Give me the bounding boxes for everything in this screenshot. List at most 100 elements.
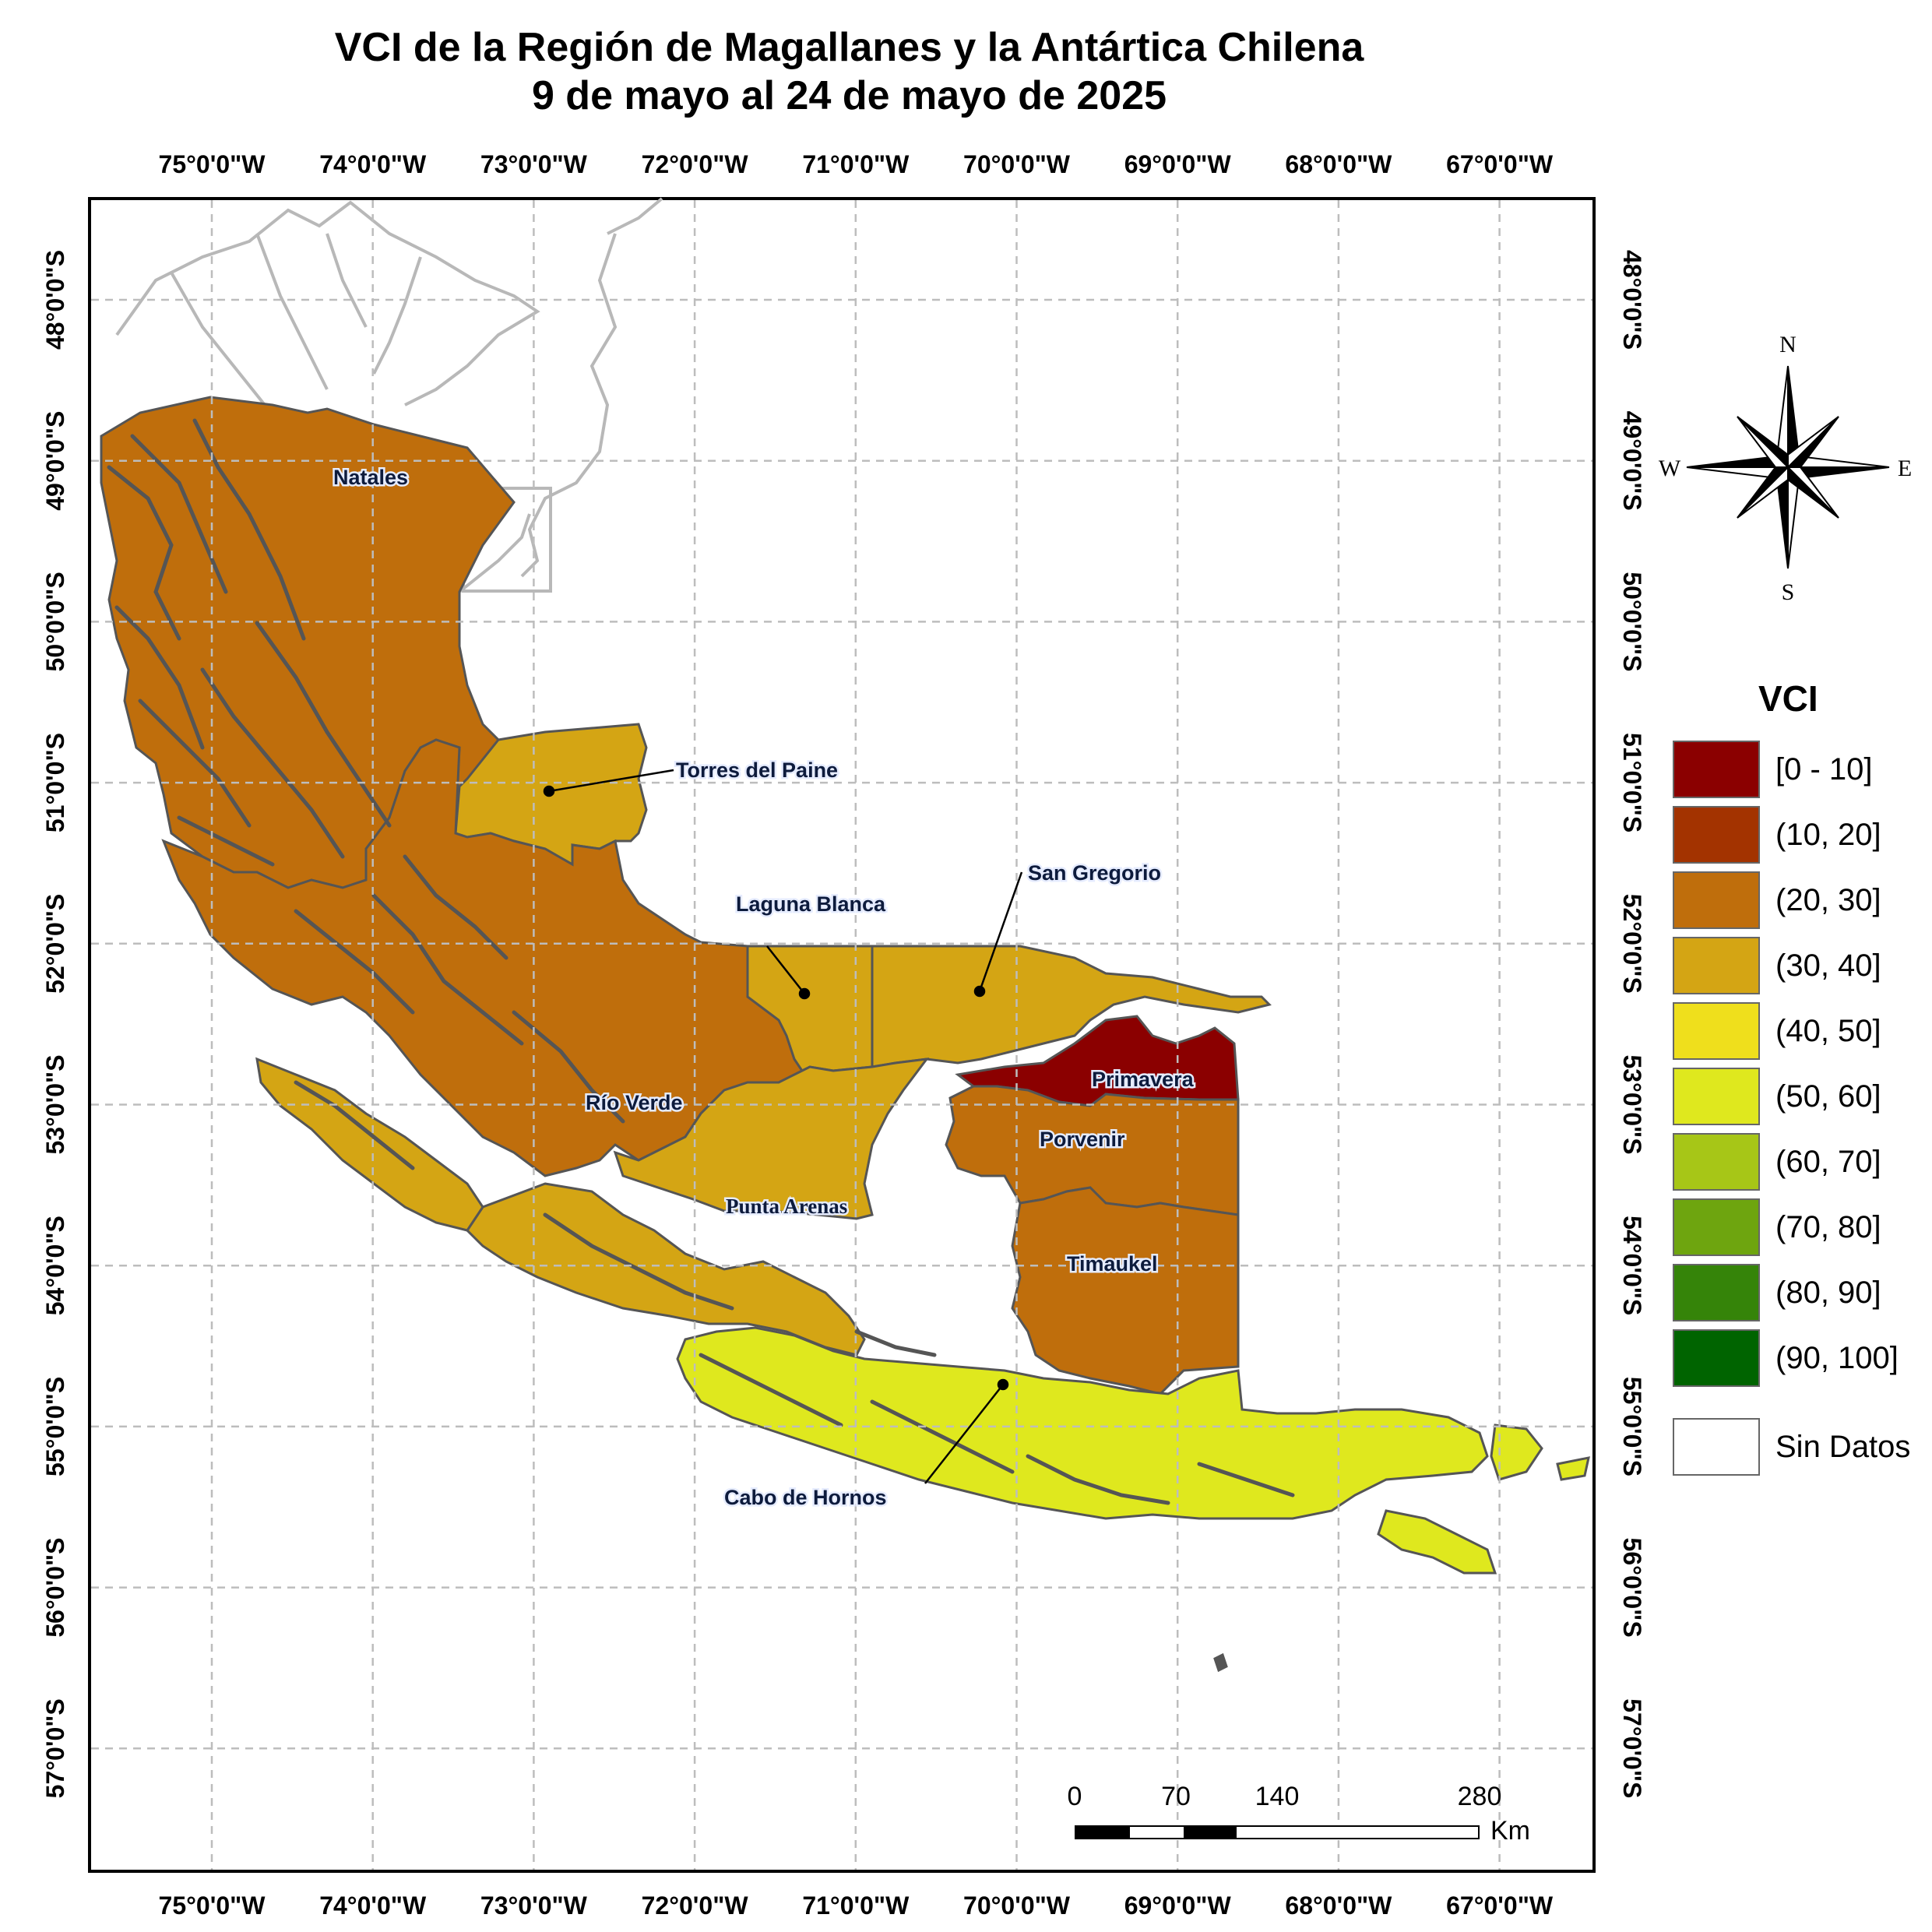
- label-san-gregorio: San Gregorio: [1028, 861, 1161, 885]
- latitude-label: 53°0'0"S: [1618, 1054, 1646, 1154]
- latitude-label: 52°0'0"S: [1618, 894, 1646, 994]
- title-line-2: 9 de mayo al 24 de mayo de 2025: [531, 73, 1167, 118]
- legend-item: (40, 50]: [1673, 998, 1930, 1064]
- region-punta-arenas: [613, 1057, 930, 1220]
- longitude-label: 68°0'0"W: [1285, 150, 1392, 178]
- latitude-label: 52°0'0"S: [41, 894, 69, 994]
- longitude-label: 72°0'0"W: [642, 150, 749, 178]
- legend-item: (50, 60]: [1673, 1064, 1930, 1129]
- latitude-label: 51°0'0"S: [1618, 733, 1646, 832]
- longitude-label: 71°0'0"W: [802, 1892, 910, 1920]
- legend-label-nodata: Sin Datos: [1775, 1429, 1911, 1464]
- label-laguna-blanca: Laguna Blanca: [736, 892, 886, 916]
- scale-bar: 0 70 140 280 Km: [1067, 1782, 1565, 1846]
- legend-label: (40, 50]: [1775, 1013, 1881, 1048]
- latitude-label: 50°0'0"S: [1618, 572, 1646, 671]
- legend-swatch: [1673, 1068, 1760, 1125]
- label-cabo-de-hornos: Cabo de Hornos: [724, 1486, 887, 1509]
- title-line-1: VCI de la Región de Magallanes y la Antá…: [334, 25, 1364, 70]
- legend-item: (20, 30]: [1673, 867, 1930, 933]
- legend-swatch: [1673, 806, 1760, 864]
- legend-item: [0 - 10]: [1673, 737, 1930, 802]
- label-primavera: Primavera: [1092, 1068, 1195, 1091]
- legend-item: (90, 100]: [1673, 1325, 1930, 1391]
- compass-n: N: [1779, 332, 1797, 357]
- legend-swatch: [1673, 1133, 1760, 1191]
- latitude-label: 54°0'0"S: [41, 1216, 69, 1315]
- longitude-labels-bottom: 75°0'0"W 74°0'0"W 73°0'0"W 72°0'0"W 71°0'0"W…: [159, 1892, 1554, 1920]
- longitude-label: 73°0'0"W: [480, 1892, 588, 1920]
- legend-swatch: [1673, 1329, 1760, 1387]
- latitude-label: 56°0'0"S: [1618, 1538, 1646, 1638]
- longitude-label: 70°0'0"W: [963, 150, 1071, 178]
- legend-swatch: [1673, 937, 1760, 994]
- map-title: VCI de la Región de Magallanes y la Antá…: [0, 23, 1932, 120]
- longitude-label: 71°0'0"W: [802, 150, 910, 178]
- label-porvenir: Porvenir: [1040, 1128, 1125, 1151]
- label-punta-arenas: Punta Arenas: [726, 1195, 847, 1218]
- north-arrow: N S E W: [1659, 332, 1912, 605]
- legend-item: (70, 80]: [1673, 1195, 1930, 1260]
- compass-s: S: [1782, 579, 1795, 605]
- scale-tick-280: 280: [1457, 1782, 1502, 1811]
- longitude-labels-top: 75°0'0"W 74°0'0"W 73°0'0"W 72°0'0"W 71°0'0"W…: [159, 150, 1554, 178]
- latitude-label: 50°0'0"S: [41, 572, 69, 671]
- legend-swatch: [1673, 1198, 1760, 1256]
- legend-items: [0 - 10] (10, 20] (20, 30] (30, 40] (40, 50]…: [1673, 737, 1930, 1391]
- legend-label: (30, 40]: [1775, 948, 1881, 983]
- region-small-island: [1213, 1652, 1228, 1673]
- legend-item: (60, 70]: [1673, 1129, 1930, 1195]
- legend-label: (60, 70]: [1775, 1144, 1881, 1179]
- scale-bar-graphic: [1075, 1825, 1480, 1839]
- latitude-labels-left: 48°0'0"S 49°0'0"S 50°0'0"S 51°0'0"S 52°0'0"S…: [41, 250, 69, 1798]
- longitude-label: 68°0'0"W: [1285, 1892, 1392, 1920]
- latitude-label: 55°0'0"S: [1618, 1377, 1646, 1476]
- legend-label: (80, 90]: [1775, 1275, 1881, 1310]
- region-cabo-de-hornos-east: [1490, 1423, 1543, 1481]
- region-timaukel: [1011, 1186, 1240, 1395]
- latitude-label: 51°0'0"S: [41, 733, 69, 832]
- legend-title: VCI: [1758, 678, 1818, 719]
- longitude-label: 73°0'0"W: [480, 150, 588, 178]
- legend-swatch: [1673, 1264, 1760, 1321]
- region-cabo-de-hornos-islands: [1377, 1509, 1497, 1575]
- graticule: [91, 200, 1592, 1870]
- leader-lines: [543, 769, 1023, 1484]
- latitude-label: 54°0'0"S: [1618, 1216, 1646, 1315]
- latitude-label: 48°0'0"S: [1618, 250, 1646, 350]
- latitude-labels-right: 48°0'0"S 49°0'0"S 50°0'0"S 51°0'0"S 52°0'0"S…: [1618, 250, 1646, 1798]
- scale-unit: Km: [1490, 1816, 1530, 1846]
- longitude-label: 69°0'0"W: [1124, 1892, 1232, 1920]
- label-torres-del-paine: Torres del Paine: [676, 758, 838, 782]
- label-rio-verde: Río Verde: [586, 1091, 683, 1114]
- legend-label: (20, 30]: [1775, 882, 1881, 917]
- legend: VCI [0 - 10] (10, 20] (20, 30] (30, 40] (40,…: [1673, 677, 1930, 1480]
- label-natales: Natales: [333, 466, 408, 489]
- longitude-label: 74°0'0"W: [319, 1892, 427, 1920]
- compass-e: E: [1898, 456, 1912, 481]
- legend-label: [0 - 10]: [1775, 751, 1873, 787]
- longitude-label: 75°0'0"W: [159, 150, 266, 178]
- legend-item-nodata: Sin Datos: [1673, 1414, 1930, 1480]
- legend-swatch: [1673, 871, 1760, 929]
- legend-label: (70, 80]: [1775, 1209, 1881, 1244]
- legend-item: (10, 20]: [1673, 802, 1930, 867]
- scale-tick-140: 140: [1255, 1782, 1300, 1811]
- scale-tick-70: 70: [1161, 1782, 1191, 1811]
- latitude-label: 49°0'0"S: [1618, 411, 1646, 511]
- longitude-label: 69°0'0"W: [1124, 150, 1232, 178]
- longitude-label: 67°0'0"W: [1446, 150, 1554, 178]
- legend-label: (50, 60]: [1775, 1079, 1881, 1114]
- latitude-label: 57°0'0"S: [41, 1698, 69, 1798]
- latitude-label: 55°0'0"S: [41, 1377, 69, 1476]
- place-labels: Natales Torres del Paine Laguna Blanca S…: [332, 464, 1197, 1511]
- longitude-label: 74°0'0"W: [319, 150, 427, 178]
- latitude-label: 48°0'0"S: [41, 250, 69, 350]
- latitude-label: 53°0'0"S: [41, 1054, 69, 1154]
- longitude-label: 72°0'0"W: [642, 1892, 749, 1920]
- compass-w: W: [1659, 456, 1681, 481]
- region-archipelago-west: [255, 1057, 484, 1232]
- region-cabo-de-hornos: [676, 1326, 1489, 1520]
- latitude-label: 49°0'0"S: [41, 411, 69, 511]
